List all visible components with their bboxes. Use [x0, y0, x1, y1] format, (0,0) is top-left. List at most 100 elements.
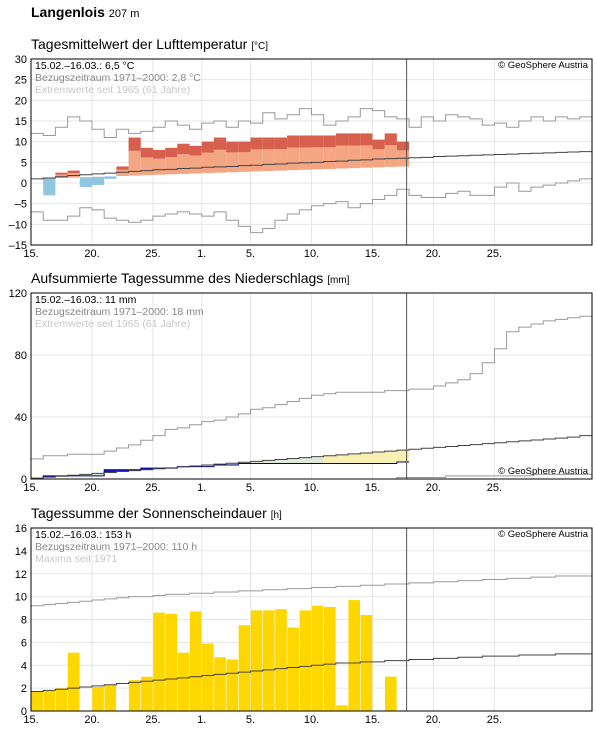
- temp-anomaly-bar: [299, 135, 312, 148]
- precip-excess-bar: [43, 475, 56, 478]
- temp-anomaly-bar: [152, 149, 166, 159]
- temp-anomaly-bar: [67, 170, 80, 174]
- sunshine-bar: [128, 680, 141, 711]
- x-tick-label: 25.: [145, 248, 160, 260]
- precip-deficit-bar: [287, 458, 300, 464]
- temp-anomaly-bar: [299, 147, 312, 170]
- maximum-line: [31, 315, 592, 460]
- temperature-info-current: 15.02.–16.03.: 6,5 °C: [35, 60, 135, 72]
- sunshine-bar: [153, 612, 165, 711]
- temp-anomaly-bar: [396, 141, 410, 151]
- temp-anomaly-bar: [262, 137, 275, 150]
- y-tick-label: 8: [21, 615, 27, 627]
- precip-deficit-bar: [323, 455, 336, 464]
- temp-anomaly-bar: [226, 141, 239, 153]
- precip-deficit-bar: [201, 465, 214, 467]
- sunshine-bar: [311, 605, 324, 711]
- x-tick-label: 10.: [304, 248, 319, 260]
- precipitation-title: Aufsummierte Tagessumme des Niederschlag…: [31, 270, 349, 286]
- sunshine-unit: [h]: [270, 510, 282, 521]
- precip-deficit-bar: [274, 459, 288, 464]
- minimum-line: [31, 178, 592, 234]
- temp-anomaly-bar: [238, 141, 251, 153]
- y-tick-label: 4: [21, 660, 27, 672]
- reference-mean-line: [31, 435, 592, 479]
- precip-deficit-bar: [311, 456, 324, 464]
- reference-mean-line: [31, 151, 592, 180]
- y-tick-label: 0: [21, 474, 27, 486]
- temp-anomaly-bar: [55, 174, 68, 179]
- maximum-line: [31, 108, 592, 139]
- temp-anomaly-bar: [91, 176, 105, 186]
- sunshine-bar: [55, 688, 68, 711]
- precip-sum-line: [31, 461, 410, 480]
- y-tick-label: –5: [15, 199, 27, 211]
- precip-deficit-bar: [79, 474, 92, 476]
- x-tick-label: 15.: [23, 482, 38, 494]
- sunshine-info: 15.02.–16.03.: 153 h Bezugszeitraum 1971…: [35, 529, 197, 565]
- temp-anomaly-bar: [238, 152, 251, 172]
- temp-anomaly-bar: [189, 155, 202, 174]
- chart-panel-0: –15 –10 –5 0 5 10 15 20 25 30 15. 20. 25. 1. 5. 10. 15. 2…: [9, 54, 593, 260]
- y-tick-label: 6: [21, 637, 27, 649]
- precip-deficit-bar: [348, 453, 361, 464]
- sunshine-info-maxima: Maxima seit 1971: [35, 553, 118, 565]
- temperature-unit: [°C]: [251, 41, 268, 52]
- sunshine-bar: [323, 606, 336, 711]
- sunshine-bar: [104, 684, 117, 711]
- temp-anomaly-bar: [177, 143, 190, 155]
- x-tick-label: 25.: [487, 248, 502, 260]
- x-tick-label: 25.: [145, 482, 160, 494]
- temp-anomaly-bar: [372, 149, 385, 168]
- temp-anomaly-bar: [287, 135, 300, 148]
- x-tick-label: 20.: [84, 714, 99, 726]
- temperature-copyright: © GeoSphere Austria: [498, 60, 588, 71]
- temp-anomaly-bar: [189, 145, 202, 156]
- temp-anomaly-bar: [177, 154, 190, 174]
- temp-anomaly-bar: [201, 141, 214, 153]
- x-tick-label: 25.: [145, 714, 160, 726]
- y-tick-label: 80: [15, 350, 27, 362]
- y-tick-label: –10: [9, 219, 27, 231]
- x-tick-label: 15.: [23, 714, 38, 726]
- sunshine-bar: [384, 676, 397, 711]
- temp-anomaly-bar: [274, 137, 288, 150]
- temp-anomaly-bar: [372, 139, 385, 150]
- temp-anomaly-bar: [165, 157, 178, 175]
- x-tick-label: 5.: [246, 482, 255, 494]
- sunshine-copyright: © GeoSphere Austria: [498, 529, 588, 540]
- precipitation-copyright: © GeoSphere Austria: [498, 466, 588, 477]
- temp-anomaly-bar: [262, 149, 275, 172]
- temp-anomaly-bar: [287, 147, 300, 171]
- y-tick-label: 12: [15, 569, 27, 581]
- x-tick-label: 20.: [84, 482, 99, 494]
- precip-deficit-bar: [91, 473, 105, 476]
- y-tick-label: 30: [15, 54, 27, 66]
- y-tick-label: 20: [15, 95, 27, 107]
- sunshine-bar: [348, 600, 360, 711]
- sunshine-bar: [238, 625, 251, 711]
- y-tick-label: 2: [21, 683, 27, 695]
- temp-anomaly-bar: [323, 147, 336, 169]
- y-tick-label: 16: [15, 523, 27, 535]
- plot-frame: [30, 58, 593, 246]
- precip-excess-bar: [104, 469, 117, 473]
- temp-anomaly-bar: [128, 150, 141, 176]
- temp-anomaly-bar: [55, 172, 68, 175]
- precip-excess-bar: [140, 468, 153, 470]
- temp-anomaly-bar: [335, 145, 349, 169]
- maximum-line: [31, 575, 592, 607]
- precipitation-info-extremes: Extremwerte seit 1965 (61 Jahre): [35, 318, 191, 330]
- x-tick-label: 25.: [487, 714, 502, 726]
- x-tick-label: 20.: [426, 482, 441, 494]
- sunshine-bar: [177, 652, 190, 711]
- precip-deficit-bar: [372, 452, 385, 464]
- sunshine-bar: [287, 627, 300, 711]
- temp-anomaly-bar: [323, 135, 336, 148]
- temperature-title: Tagesmittelwert der Lufttemperatur [°C]: [31, 36, 268, 52]
- sunshine-title: Tagessumme der Sonnenscheindauer [h]: [31, 505, 282, 521]
- temp-anomaly-bar: [165, 147, 178, 158]
- precip-deficit-bar: [384, 451, 397, 464]
- reference-mean-line: [31, 653, 592, 693]
